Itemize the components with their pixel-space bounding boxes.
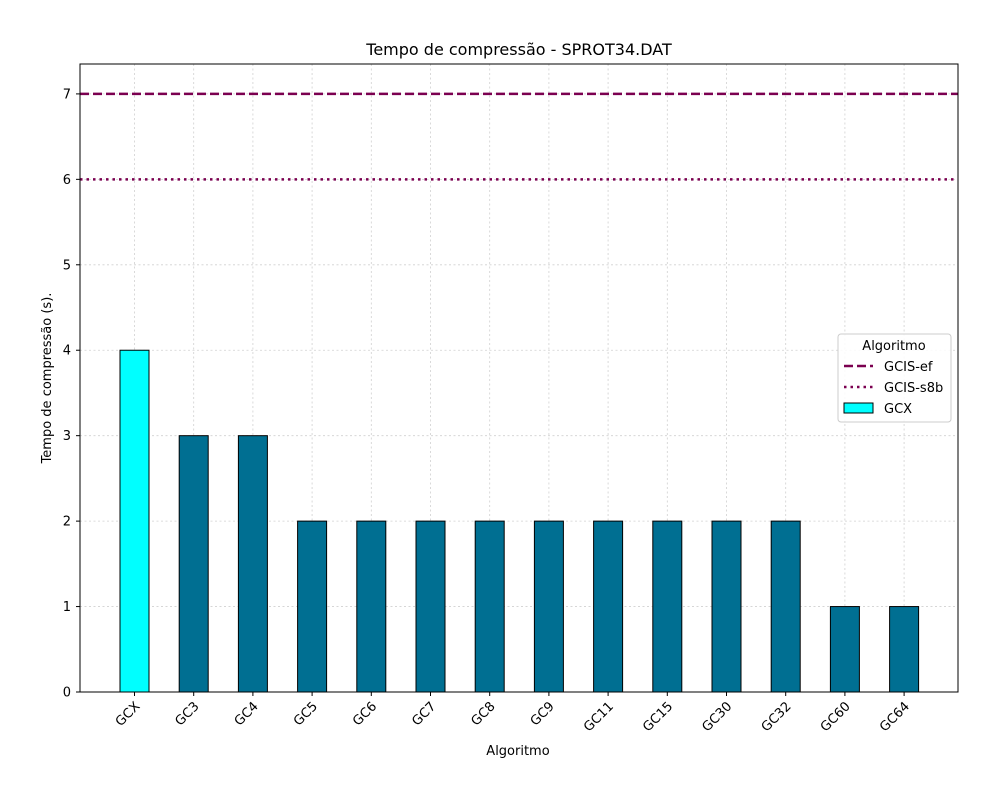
bar-gcx [119, 349, 150, 693]
bar-gc5 [297, 520, 328, 693]
y-tick-label: 3 [63, 429, 71, 444]
chart-title: Tempo de compressão - SPROT34.DAT [365, 40, 672, 59]
bar-gc11 [593, 520, 624, 693]
plot-frame [79, 63, 959, 693]
legend-swatch-gcx [843, 402, 874, 414]
bar-gc6 [356, 520, 387, 693]
y-tick-label: 2 [63, 515, 71, 530]
legend-label-gcis-ef: GCIS-ef [884, 360, 933, 375]
legend-title: Algoritmo [862, 339, 925, 354]
y-tick-label: 1 [63, 600, 71, 615]
bar-gc3 [178, 435, 209, 693]
bar-gc15 [652, 520, 683, 693]
legend-label-gcx: GCX [884, 402, 912, 417]
reference-lines [80, 92, 958, 181]
y-tick-label: 5 [63, 258, 71, 273]
y-tick-label: 6 [63, 173, 71, 188]
x-axis-label: Algoritmo [486, 744, 549, 759]
y-axis-ticks: 0 1 2 3 4 5 6 7 [63, 87, 80, 701]
bar-gc32 [770, 520, 801, 693]
bars [119, 349, 920, 693]
bar-gc9 [533, 520, 564, 693]
bar-gc30 [711, 520, 742, 693]
y-tick-label: 7 [63, 87, 71, 102]
legend-box [837, 333, 952, 423]
y-axis-label: Tempo de compressão (s). [40, 293, 55, 465]
legend-label-gcis-s8b: GCIS-s8b [884, 381, 943, 396]
legend: Algoritmo GCIS-ef GCIS-s8b GCX [837, 333, 952, 423]
bar-gc60 [829, 606, 860, 693]
y-tick-label: 0 [63, 686, 71, 701]
bar-gc7 [415, 520, 446, 693]
bar-gc8 [474, 520, 505, 693]
bar-gc64 [889, 606, 920, 693]
bar-gc4 [237, 435, 268, 693]
y-tick-label: 4 [63, 344, 71, 359]
